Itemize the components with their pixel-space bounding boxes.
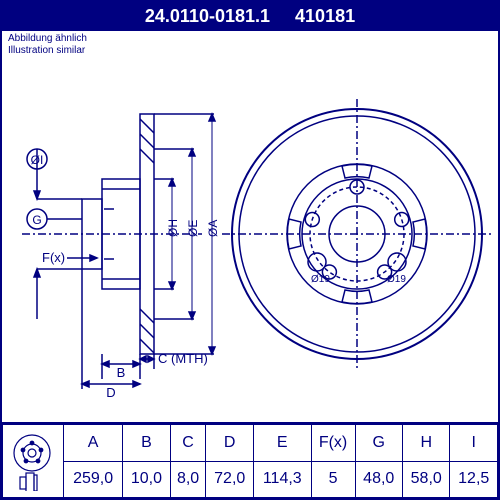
diagram: ØI G F(x) B bbox=[2, 59, 498, 399]
label-OH: ØH bbox=[166, 219, 180, 237]
col-F: F(x) bbox=[311, 425, 355, 462]
col-H: H bbox=[402, 425, 449, 462]
col-E: E bbox=[253, 425, 311, 462]
val-G: 48,0 bbox=[355, 461, 402, 498]
val-H: 58,0 bbox=[402, 461, 449, 498]
val-E: 114,3 bbox=[253, 461, 311, 498]
header-bar: 24.0110-0181.1 410181 bbox=[2, 2, 498, 31]
label-B: B bbox=[117, 365, 126, 380]
col-I: I bbox=[450, 425, 498, 462]
part-number: 24.0110-0181.1 bbox=[145, 6, 270, 26]
label-G: G bbox=[32, 213, 41, 227]
val-C: 8,0 bbox=[170, 461, 206, 498]
val-I: 12,5 bbox=[450, 461, 498, 498]
val-F: 5 bbox=[311, 461, 355, 498]
label-d19b: Ø19 bbox=[387, 274, 406, 285]
val-A: 259,0 bbox=[64, 461, 123, 498]
col-B: B bbox=[123, 425, 170, 462]
subtitle-en: Illustration similar bbox=[8, 45, 492, 57]
label-OE: ØE bbox=[186, 220, 200, 237]
alt-number: 410181 bbox=[295, 6, 355, 26]
col-A: A bbox=[64, 425, 123, 462]
col-D: D bbox=[206, 425, 253, 462]
disc-icon-cell bbox=[3, 425, 64, 498]
label-d19a: Ø19 bbox=[311, 274, 330, 285]
label-Fx: F(x) bbox=[42, 250, 65, 265]
subtitle: Abbildung ähnlich Illustration similar bbox=[2, 31, 498, 59]
table-header-row: A B C D E F(x) G H I bbox=[3, 425, 498, 462]
table-value-row: 259,0 10,0 8,0 72,0 114,3 5 48,0 58,0 12… bbox=[3, 461, 498, 498]
label-OI: ØI bbox=[31, 153, 44, 167]
col-C: C bbox=[170, 425, 206, 462]
subtitle-de: Abbildung ähnlich bbox=[8, 33, 492, 45]
val-D: 72,0 bbox=[206, 461, 253, 498]
label-OA: ØA bbox=[206, 220, 220, 237]
dimension-table: A B C D E F(x) G H I 259,0 10,0 8,0 72,0… bbox=[2, 422, 498, 498]
label-D: D bbox=[106, 385, 115, 399]
val-B: 10,0 bbox=[123, 461, 170, 498]
col-G: G bbox=[355, 425, 402, 462]
